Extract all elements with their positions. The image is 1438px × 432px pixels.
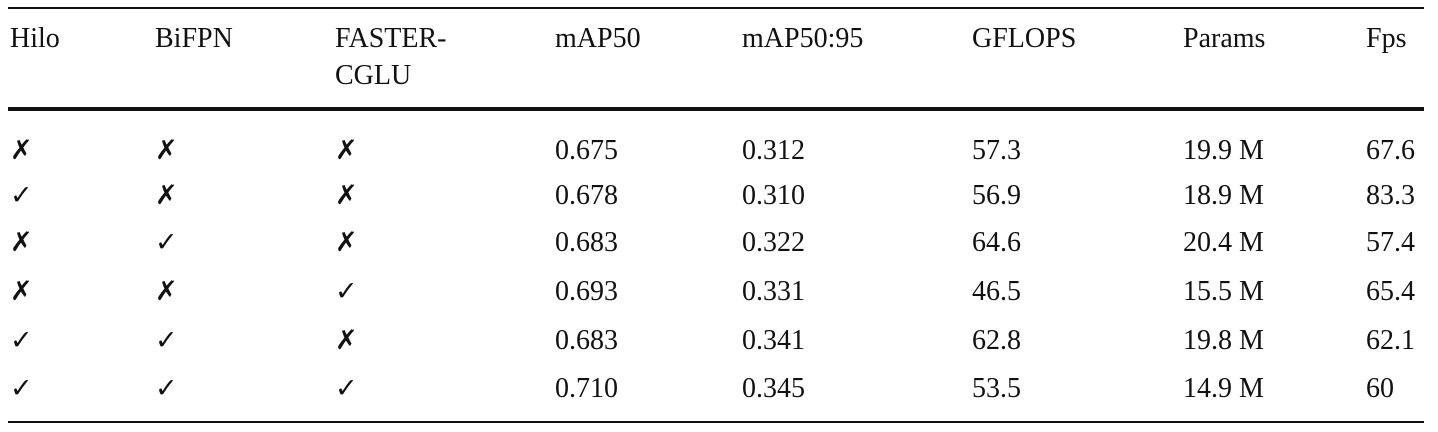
check-cell: ✗ [155, 276, 178, 307]
check-cell: ✓ [155, 373, 178, 404]
value-cell: 0.678 [555, 180, 618, 211]
check-cell: ✗ [155, 180, 178, 211]
header-cell: Fps [1366, 23, 1407, 54]
value-cell: 0.683 [555, 325, 618, 356]
header-rule [8, 107, 1424, 111]
value-cell: 19.9 M [1183, 135, 1264, 166]
value-cell: 18.9 M [1183, 180, 1264, 211]
value-cell: 20.4 M [1183, 227, 1264, 258]
check-cell: ✗ [335, 227, 358, 258]
value-cell: 0.310 [742, 180, 805, 211]
value-cell: 0.710 [555, 373, 618, 404]
value-cell: 0.322 [742, 227, 805, 258]
check-cell: ✓ [335, 373, 358, 404]
check-cell: ✗ [10, 227, 33, 258]
header-cell: GFLOPS [972, 23, 1077, 54]
header-cell: mAP50:95 [742, 23, 864, 54]
value-cell: 0.345 [742, 373, 805, 404]
value-cell: 62.8 [972, 325, 1021, 356]
value-cell: 15.5 M [1183, 276, 1264, 307]
check-cell: ✓ [10, 325, 33, 356]
value-cell: 83.3 [1366, 180, 1415, 211]
check-cell: ✗ [10, 135, 33, 166]
header-cell: BiFPN [155, 23, 233, 54]
bottom-rule [8, 421, 1424, 423]
value-cell: 64.6 [972, 227, 1021, 258]
value-cell: 62.1 [1366, 325, 1415, 356]
value-cell: 19.8 M [1183, 325, 1264, 356]
value-cell: 14.9 M [1183, 373, 1264, 404]
header-cell: Hilo [10, 23, 60, 54]
value-cell: 0.693 [555, 276, 618, 307]
value-cell: 67.6 [1366, 135, 1415, 166]
check-cell: ✗ [335, 135, 358, 166]
header-cell: FASTER- CGLU [335, 23, 447, 91]
header-cell: mAP50 [555, 23, 641, 54]
value-cell: 0.312 [742, 135, 805, 166]
check-cell: ✓ [10, 373, 33, 404]
value-cell: 0.331 [742, 276, 805, 307]
value-cell: 0.341 [742, 325, 805, 356]
check-cell: ✗ [335, 325, 358, 356]
value-cell: 53.5 [972, 373, 1021, 404]
check-cell: ✗ [155, 135, 178, 166]
value-cell: 0.683 [555, 227, 618, 258]
value-cell: 57.3 [972, 135, 1021, 166]
check-cell: ✓ [10, 180, 33, 211]
value-cell: 57.4 [1366, 227, 1415, 258]
value-cell: 65.4 [1366, 276, 1415, 307]
check-cell: ✗ [10, 276, 33, 307]
value-cell: 0.675 [555, 135, 618, 166]
value-cell: 56.9 [972, 180, 1021, 211]
check-cell: ✓ [155, 227, 178, 258]
check-cell: ✗ [335, 180, 358, 211]
value-cell: 60 [1366, 373, 1394, 404]
check-cell: ✓ [155, 325, 178, 356]
check-cell: ✓ [335, 276, 358, 307]
value-cell: 46.5 [972, 276, 1021, 307]
header-cell: Params [1183, 23, 1266, 54]
top-rule [8, 7, 1424, 9]
